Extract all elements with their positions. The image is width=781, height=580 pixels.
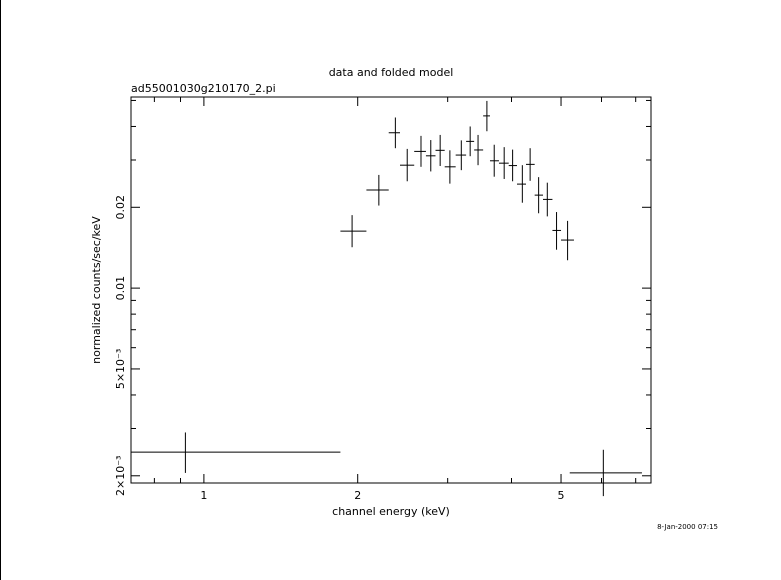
window-left-border: [0, 0, 1, 580]
data-point: [474, 134, 484, 166]
x-axis-ticks: 1 2 5: [153, 97, 637, 502]
data-point: [455, 140, 467, 171]
plot-frame: [130, 96, 652, 484]
y-axis-ticks: 2×10⁻³ 5×10⁻³ 0.01 0.02: [114, 99, 651, 496]
data-point: [425, 140, 436, 172]
x-tick-label: 2: [354, 489, 361, 502]
x-tick-label: 1: [200, 489, 207, 502]
data-point: [366, 174, 389, 206]
data-point: [388, 117, 401, 149]
data-point: [131, 432, 341, 473]
data-point: [561, 220, 574, 261]
data-point: [543, 182, 553, 217]
x-axis-label: channel energy (keV): [332, 505, 450, 518]
data-point: [508, 149, 517, 182]
data-point: [466, 126, 475, 157]
y-tick-label: 2×10⁻³: [114, 456, 127, 496]
chart-title: data and folded model: [329, 66, 454, 79]
y-axis-label: normalized counts/sec/keV: [90, 216, 103, 364]
chart-subtitle: ad55001030g210170_2.pi: [131, 82, 276, 95]
data-point: [414, 135, 426, 167]
data-point: [498, 147, 509, 179]
data-point: [516, 165, 527, 203]
y-tick-label: 5×10⁻³: [114, 349, 127, 389]
data-point: [552, 212, 562, 250]
data-point: [534, 177, 544, 214]
data-point: [400, 148, 415, 182]
x-tick-label: 5: [558, 489, 565, 502]
data-point: [483, 100, 490, 132]
data-point: [444, 150, 456, 184]
y-tick-label: 0.02: [114, 195, 127, 220]
data-point: [489, 144, 499, 177]
data-point: [435, 134, 445, 166]
data-point: [340, 215, 367, 248]
data-point: [569, 449, 642, 497]
data-points: [131, 100, 642, 497]
plot-timestamp: 8-Jan-2000 07:15: [657, 523, 718, 531]
data-point: [526, 148, 535, 181]
y-tick-label: 0.01: [114, 276, 127, 301]
